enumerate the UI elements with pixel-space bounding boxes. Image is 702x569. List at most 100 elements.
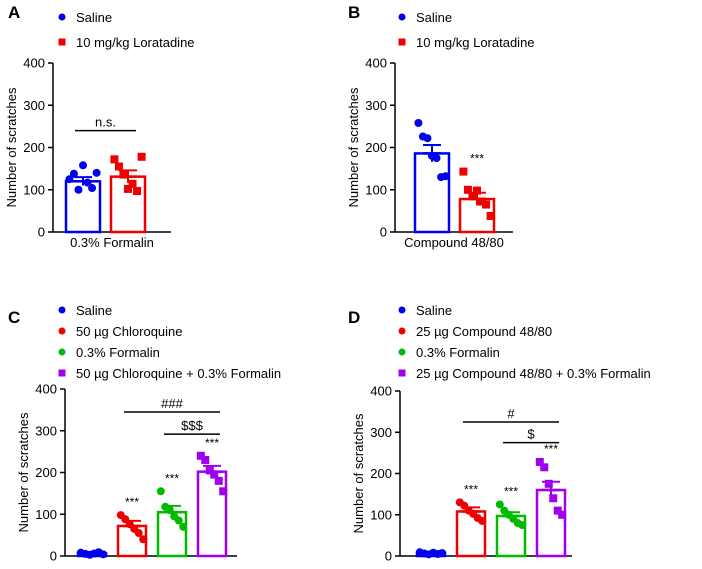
data-point: [134, 529, 143, 538]
data-point: [214, 476, 223, 485]
data-point: [432, 154, 441, 163]
y-tick-label: 400: [35, 382, 57, 397]
legend-marker-circle-icon: [398, 13, 406, 21]
significance-stars: ***: [464, 482, 478, 496]
data-point: [133, 187, 142, 196]
data-point: [495, 500, 504, 509]
panel-d: D Saline 25 µg Compound 48/80 0.3% Formalin…: [348, 303, 651, 564]
y-tick-label: 0: [380, 225, 387, 240]
panel-a: A Saline 10 mg/kg Loratadine 0 100 200 300 400 N…: [4, 3, 195, 250]
legend-marker-square-icon: [58, 38, 66, 46]
y-tick-label: 400: [365, 56, 387, 71]
significance-stars: ***: [470, 152, 484, 166]
x-axis-label: 0.3% Formalin: [70, 235, 154, 250]
data-point: [119, 170, 128, 179]
data-point: [124, 184, 132, 193]
data-point: [74, 185, 83, 194]
data-point: [441, 172, 450, 181]
data-point: [69, 169, 78, 178]
panel-label: B: [348, 3, 360, 22]
y-axis-label: Number of scratches: [4, 87, 19, 207]
legend-label: Saline: [76, 303, 112, 318]
comparison-label: $: [527, 427, 535, 442]
data-point: [558, 510, 567, 519]
significance-stars: ***: [165, 471, 179, 485]
data-point: [139, 535, 148, 544]
data-point: [79, 161, 87, 170]
legend-label: 25 µg Compound 48/80: [416, 324, 552, 339]
panel-label: A: [8, 3, 20, 22]
significance-stars: ***: [544, 442, 558, 456]
significance-stars: ***: [205, 436, 219, 450]
y-axis-label: Number of scratches: [346, 87, 361, 207]
data-point: [92, 168, 101, 177]
y-axis-label: Number of scratches: [16, 412, 31, 532]
legend-label: 0.3% Formalin: [416, 345, 500, 360]
y-tick-label: 300: [370, 425, 392, 440]
legend-marker-circle-icon: [58, 306, 66, 314]
data-point: [535, 457, 544, 466]
y-axis-label: Number of scratches: [351, 413, 366, 533]
legend-marker-circle-icon: [58, 13, 66, 21]
y-tick-label: 100: [23, 182, 45, 197]
legend-label: 10 mg/kg Loratadine: [76, 35, 195, 50]
comparison-label: #: [507, 406, 515, 421]
data-point: [196, 451, 205, 460]
legend-label: 10 mg/kg Loratadine: [416, 35, 535, 50]
legend-label: Saline: [76, 10, 112, 25]
y-tick-label: 200: [370, 466, 392, 481]
data-point: [473, 186, 481, 195]
data-point: [478, 516, 487, 525]
data-point: [468, 192, 477, 201]
panel-label: C: [8, 308, 20, 327]
data-point: [553, 506, 562, 515]
data-point: [99, 550, 108, 559]
legend-marker-square-icon: [398, 369, 406, 377]
y-tick-label: 0: [50, 549, 57, 564]
data-point: [463, 185, 472, 194]
data-point: [83, 178, 92, 187]
y-tick-label: 0: [385, 549, 392, 564]
data-point: [486, 211, 495, 220]
legend-label: Saline: [416, 10, 452, 25]
data-point: [459, 167, 468, 176]
legend-marker-circle-icon: [58, 348, 66, 356]
legend-marker-circle-icon: [58, 327, 66, 335]
y-tick-label: 200: [35, 465, 57, 480]
significance-stars: ***: [504, 484, 518, 498]
y-tick-label: 200: [23, 140, 45, 155]
legend-label: 50 µg Chloroquine: [76, 324, 183, 339]
y-tick-label: 300: [35, 423, 57, 438]
data-point: [219, 487, 228, 496]
data-point: [114, 162, 123, 171]
panel-c: C Saline 50 µg Chloroquine 0.3% Formalin 50 …: [8, 303, 281, 564]
data-point: [423, 134, 432, 143]
data-point: [128, 179, 137, 188]
data-point: [110, 155, 119, 164]
data-point: [544, 479, 553, 488]
bar: [413, 152, 451, 234]
legend-marker-circle-icon: [398, 348, 406, 356]
data-point: [540, 463, 549, 472]
data-point: [210, 470, 219, 479]
y-tick-label: 100: [35, 507, 57, 522]
data-point: [482, 200, 491, 209]
data-point: [179, 522, 188, 531]
data-point: [518, 521, 527, 530]
y-tick-label: 400: [23, 56, 45, 71]
legend-marker-circle-icon: [398, 306, 406, 314]
y-tick-label: 400: [370, 384, 392, 399]
data-point: [65, 175, 74, 184]
legend-label: 50 µg Chloroquine + 0.3% Formalin: [76, 366, 281, 381]
data-point: [549, 494, 558, 503]
data-point: [414, 118, 423, 127]
y-tick-label: 200: [365, 140, 387, 155]
data-point: [477, 197, 486, 206]
data-point: [201, 455, 210, 464]
data-point: [137, 152, 146, 161]
legend-label: Saline: [416, 303, 452, 318]
legend-marker-circle-icon: [398, 327, 406, 335]
panel-label: D: [348, 308, 360, 327]
data-point: [174, 516, 183, 525]
